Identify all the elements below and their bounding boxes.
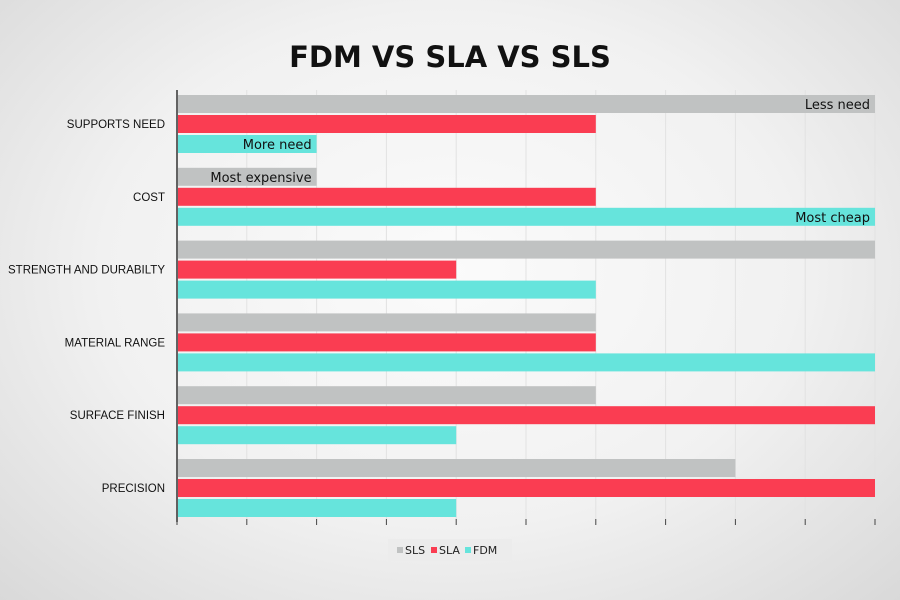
category-label: SUPPORTS NEED — [67, 119, 165, 131]
bar-sla — [178, 260, 457, 279]
bar-fdm — [178, 353, 875, 372]
bar-sls — [178, 386, 596, 405]
bar-fdm — [178, 207, 875, 226]
bar-sls — [178, 313, 596, 332]
legend-swatch-sls — [397, 547, 403, 553]
bar-sla — [178, 115, 596, 133]
legend-box — [388, 539, 512, 561]
category-label: STRENGTH AND DURABILTY — [8, 265, 165, 277]
category-label: MATERIAL RANGE — [65, 337, 166, 349]
bar-sla — [178, 406, 875, 425]
legend: SLS SLA FDM — [388, 539, 512, 561]
bar-sls — [178, 240, 875, 259]
bar-sls — [178, 167, 317, 186]
bar-fdm — [178, 135, 317, 153]
bar-fdm — [178, 499, 457, 517]
bar-fdm — [178, 426, 457, 445]
bar-sla — [178, 187, 596, 206]
bar-sla — [178, 333, 596, 352]
bar-sla — [178, 479, 875, 497]
bar-sls — [178, 459, 736, 477]
legend-label-sla: SLA — [439, 544, 460, 557]
category-label: PRECISION — [102, 483, 165, 495]
bar-fdm — [178, 280, 596, 299]
legend-swatch-fdm — [465, 547, 471, 553]
legend-label-sls: SLS — [405, 544, 425, 557]
bar-annotation: Less need — [805, 98, 870, 113]
category-label: SURFACE FINISH — [70, 410, 165, 422]
legend-label-fdm: FDM — [473, 544, 497, 557]
bar-annotation: More need — [243, 138, 312, 153]
chart-title: FDM VS SLA VS SLS — [289, 40, 611, 74]
legend-swatch-sla — [431, 547, 437, 553]
bar-annotation: Most expensive — [210, 171, 311, 186]
category-label: COST — [133, 192, 165, 204]
bar-sls — [178, 95, 875, 113]
bar-annotation: Most cheap — [795, 211, 870, 226]
